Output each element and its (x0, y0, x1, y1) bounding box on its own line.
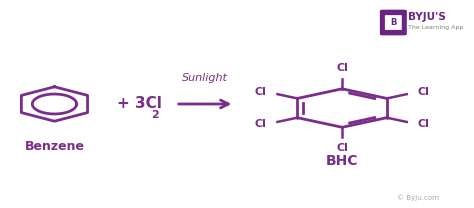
Text: BYJU'S: BYJU'S (408, 12, 446, 22)
Text: + 3Cl: + 3Cl (118, 97, 162, 111)
Text: Sunlight: Sunlight (182, 73, 228, 83)
Text: Cl: Cl (336, 144, 348, 154)
Text: Cl: Cl (336, 63, 348, 73)
Text: Benzene: Benzene (25, 140, 84, 154)
Text: © Byju.com: © Byju.com (397, 194, 439, 201)
FancyBboxPatch shape (385, 15, 402, 30)
Text: Cl: Cl (255, 87, 267, 97)
FancyBboxPatch shape (380, 10, 407, 35)
Text: BHC: BHC (326, 154, 358, 168)
Text: Cl: Cl (255, 119, 267, 129)
Text: The Learning App: The Learning App (408, 25, 463, 30)
Text: Cl: Cl (418, 87, 429, 97)
Text: B: B (390, 18, 397, 27)
Text: Cl: Cl (418, 119, 429, 129)
Text: 2: 2 (151, 110, 158, 120)
